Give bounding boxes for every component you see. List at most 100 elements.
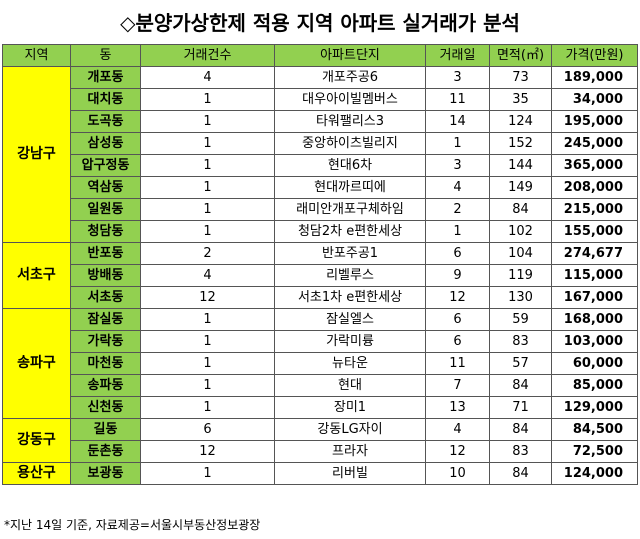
region-cell: 송파구 [2, 308, 71, 419]
region-cell: 강동구 [2, 418, 71, 463]
price-cell: 208,000 [551, 176, 638, 199]
day-cell: 14 [425, 110, 490, 133]
area-cell: 83 [489, 330, 552, 353]
day-cell: 4 [425, 176, 490, 199]
complex-cell: 서초1차 e편한세상 [274, 286, 426, 309]
price-cell: 72,500 [551, 440, 638, 463]
day-cell: 11 [425, 352, 490, 375]
table-row: 도곡동 1 타워팰리스3 14 124 195,000 [3, 110, 638, 133]
dong-cell: 압구정동 [70, 154, 141, 177]
day-cell: 10 [425, 462, 490, 485]
complex-cell: 강동LG자이 [274, 418, 426, 441]
dong-cell: 잠실동 [70, 308, 141, 331]
page-title: ◇분양가상한제 적용 지역 아파트 실거래가 분석 [120, 10, 520, 35]
complex-cell: 가락미륭 [274, 330, 426, 353]
dong-cell: 신천동 [70, 396, 141, 419]
day-cell: 9 [425, 264, 490, 287]
count-cell: 12 [140, 440, 275, 463]
complex-cell: 개포주공6 [274, 66, 426, 89]
count-cell: 1 [140, 88, 275, 111]
area-cell: 84 [489, 374, 552, 397]
count-cell: 4 [140, 264, 275, 287]
region-cell: 서초구 [2, 242, 71, 309]
area-cell: 130 [489, 286, 552, 309]
price-cell: 195,000 [551, 110, 638, 133]
table-row: 삼성동 1 중앙하이츠빌리지 1 152 245,000 [3, 132, 638, 155]
complex-cell: 래미안개포구체하임 [274, 198, 426, 221]
table-body: 강남구 개포동 4 개포주공6 3 73 189,000 대치동 1 대우아이빌멤버스 11 35 34… [2, 66, 638, 485]
count-cell: 1 [140, 220, 275, 243]
area-cell: 71 [489, 396, 552, 419]
area-cell: 119 [489, 264, 552, 287]
table-row: 송파동 1 현대 7 84 85,000 [3, 374, 638, 397]
day-cell: 2 [425, 198, 490, 221]
transaction-table: 지역 동 거래건수 아파트단지 거래일 면적(㎡) 가격(만원) 강남구 개포동 4… [2, 44, 638, 485]
table-row: 역삼동 1 현대까르띠에 4 149 208,000 [3, 176, 638, 199]
dong-cell: 마천동 [70, 352, 141, 375]
price-cell: 129,000 [551, 396, 638, 419]
day-cell: 12 [425, 286, 490, 309]
dong-cell: 일원동 [70, 198, 141, 221]
complex-cell: 리벨루스 [274, 264, 426, 287]
day-cell: 1 [425, 132, 490, 155]
table-row: 강동구 길동 6 강동LG자이 4 84 84,500 [2, 418, 638, 463]
header-dong: 동 [70, 44, 141, 67]
footnote: *지난 14일 기준, 자료제공=서울시부동산정보광장 [4, 518, 261, 532]
table-row: 신천동 1 장미1 13 71 129,000 [3, 396, 638, 419]
dong-cell: 가락동 [70, 330, 141, 353]
count-cell: 1 [140, 374, 275, 397]
price-cell: 85,000 [551, 374, 638, 397]
dong-cell: 방배동 [70, 264, 141, 287]
dong-cell: 보광동 [70, 462, 141, 485]
count-cell: 4 [140, 66, 275, 89]
table-header-row: 지역 동 거래건수 아파트단지 거래일 면적(㎡) 가격(만원) [2, 44, 638, 67]
complex-cell: 장미1 [274, 396, 426, 419]
price-cell: 115,000 [551, 264, 638, 287]
count-cell: 1 [140, 352, 275, 375]
price-cell: 103,000 [551, 330, 638, 353]
area-cell: 102 [489, 220, 552, 243]
price-cell: 124,000 [551, 462, 638, 485]
price-cell: 215,000 [551, 198, 638, 221]
region-cell: 용산구 [2, 462, 71, 485]
price-cell: 60,000 [551, 352, 638, 375]
count-cell: 1 [140, 462, 275, 485]
day-cell: 6 [425, 242, 490, 265]
area-cell: 59 [489, 308, 552, 331]
area-cell: 57 [489, 352, 552, 375]
price-cell: 168,000 [551, 308, 638, 331]
price-cell: 274,677 [551, 242, 638, 265]
dong-cell: 도곡동 [70, 110, 141, 133]
count-cell: 1 [140, 176, 275, 199]
header-area: 면적(㎡) [489, 44, 552, 67]
dong-cell: 둔촌동 [70, 440, 141, 463]
complex-cell: 타워팰리스3 [274, 110, 426, 133]
day-cell: 3 [425, 154, 490, 177]
complex-cell: 현대6차 [274, 154, 426, 177]
dong-cell: 개포동 [70, 66, 141, 89]
day-cell: 13 [425, 396, 490, 419]
count-cell: 1 [140, 132, 275, 155]
area-cell: 144 [489, 154, 552, 177]
complex-cell: 현대 [274, 374, 426, 397]
area-cell: 84 [489, 418, 552, 441]
table-row: 대치동 1 대우아이빌멤버스 11 35 34,000 [3, 88, 638, 111]
day-cell: 3 [425, 66, 490, 89]
day-cell: 1 [425, 220, 490, 243]
day-cell: 6 [425, 330, 490, 353]
complex-cell: 뉴타운 [274, 352, 426, 375]
table-row: 서초동 12 서초1차 e편한세상 12 130 167,000 [3, 286, 638, 309]
dong-cell: 삼성동 [70, 132, 141, 155]
area-cell: 104 [489, 242, 552, 265]
day-cell: 7 [425, 374, 490, 397]
area-cell: 83 [489, 440, 552, 463]
count-cell: 1 [140, 330, 275, 353]
header-complex: 아파트단지 [274, 44, 426, 67]
complex-cell: 프라자 [274, 440, 426, 463]
dong-cell: 송파동 [70, 374, 141, 397]
dong-cell: 역삼동 [70, 176, 141, 199]
price-cell: 155,000 [551, 220, 638, 243]
table-row: 압구정동 1 현대6차 3 144 365,000 [3, 154, 638, 177]
table-row: 청담동 1 청담2차 e편한세상 1 102 155,000 [3, 220, 638, 243]
table-row: 서초구 반포동 2 반포주공1 6 104 274,677 [2, 242, 638, 309]
